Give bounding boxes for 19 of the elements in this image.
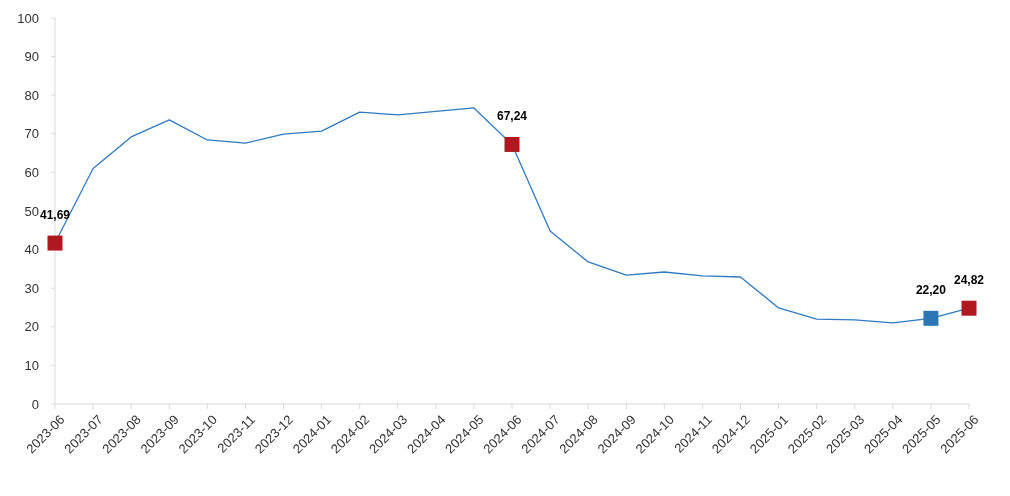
y-tick-label: 100 — [17, 10, 39, 26]
y-tick-label: 50 — [24, 203, 39, 219]
point — [961, 300, 977, 316]
y-tick-label: 10 — [24, 357, 39, 373]
y-tick-label: 20 — [24, 319, 39, 335]
point — [504, 136, 520, 152]
data-label: 22,20 — [915, 283, 947, 298]
y-tick-label: 90 — [24, 49, 39, 65]
point — [923, 310, 939, 326]
y-tick-label: 30 — [24, 280, 39, 296]
data-label: 67,24 — [496, 109, 528, 124]
data-label: 24,82 — [953, 273, 985, 288]
y-tick-label: 80 — [24, 87, 39, 103]
data-label: 41,69 — [39, 208, 71, 223]
y-tick-label: 60 — [24, 164, 39, 180]
y-tick-label: 70 — [24, 126, 39, 142]
y-tick-label: 0 — [31, 396, 39, 412]
y-tick-label: 40 — [24, 242, 39, 258]
point — [47, 235, 63, 251]
